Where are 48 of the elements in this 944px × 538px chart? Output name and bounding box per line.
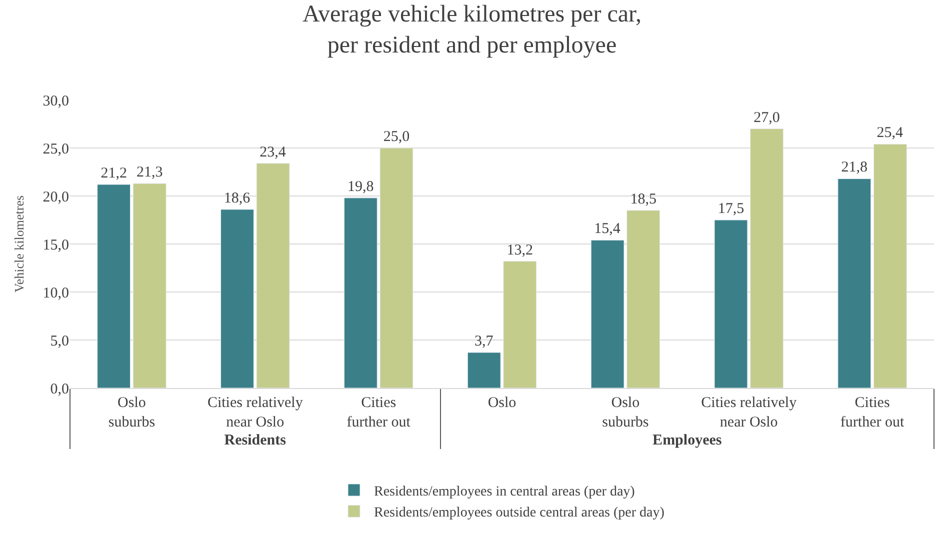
bar bbox=[503, 261, 537, 388]
bar bbox=[97, 184, 131, 388]
text: Employees bbox=[652, 432, 722, 448]
data-label: 21,3 bbox=[136, 164, 163, 181]
chart-title: Average vehicle kilometres per car, per resident and per employee bbox=[302, 2, 642, 59]
y-tick-label: 20,0 bbox=[42, 189, 69, 206]
y-tick-label: 10,0 bbox=[42, 285, 69, 302]
data-label: 3,7 bbox=[474, 333, 494, 350]
x-tick-label: Cities relatively near Oslo bbox=[701, 395, 798, 430]
x-tick-label: Oslo suburbs bbox=[602, 395, 649, 430]
bar bbox=[256, 163, 290, 388]
data-label: 15,4 bbox=[594, 221, 621, 238]
data-label: 18,5 bbox=[630, 191, 656, 208]
bar bbox=[380, 148, 414, 388]
bar bbox=[714, 220, 748, 388]
y-tick-label: 30,0 bbox=[42, 93, 69, 110]
y-tick-label: 25,0 bbox=[42, 141, 69, 158]
x-tick-label: Oslo suburbs bbox=[108, 395, 156, 430]
bar bbox=[838, 178, 872, 388]
legend-label: Residents/employees outside central areas (per day) bbox=[374, 506, 665, 521]
bar bbox=[873, 144, 907, 388]
legend-label: Residents/employees in central areas (per day) bbox=[374, 484, 636, 500]
bar bbox=[220, 209, 254, 388]
data-label: 19,8 bbox=[348, 178, 374, 195]
data-label: 17,5 bbox=[718, 201, 744, 217]
bar bbox=[590, 240, 624, 388]
y-tick-label: 5,0 bbox=[50, 333, 69, 350]
bar bbox=[626, 210, 660, 388]
data-label: 21,2 bbox=[100, 165, 127, 182]
bar bbox=[132, 183, 166, 388]
data-label: 23,4 bbox=[260, 144, 286, 160]
x-tick-label: Cities further out bbox=[346, 395, 412, 430]
x-tick-label: Cities further out bbox=[840, 395, 905, 430]
data-label: 25,0 bbox=[383, 129, 410, 145]
text: Residents bbox=[224, 432, 286, 448]
data-label: 18,6 bbox=[224, 190, 251, 206]
data-label: 13,2 bbox=[506, 242, 534, 258]
bar bbox=[344, 198, 378, 388]
data-label: 27,0 bbox=[754, 110, 780, 126]
data-label: 21,8 bbox=[841, 160, 868, 176]
data-label: 25,4 bbox=[876, 125, 904, 142]
x-tick-label: Oslo bbox=[488, 395, 516, 411]
y-tick-label: 15,0 bbox=[42, 237, 69, 254]
bar bbox=[467, 352, 501, 388]
x-tick-label: Cities relatively near Oslo bbox=[207, 395, 304, 430]
bar bbox=[750, 128, 784, 388]
y-tick-label: 0,0 bbox=[50, 381, 69, 398]
y-axis-title: Vehicle kilometres bbox=[12, 195, 27, 293]
